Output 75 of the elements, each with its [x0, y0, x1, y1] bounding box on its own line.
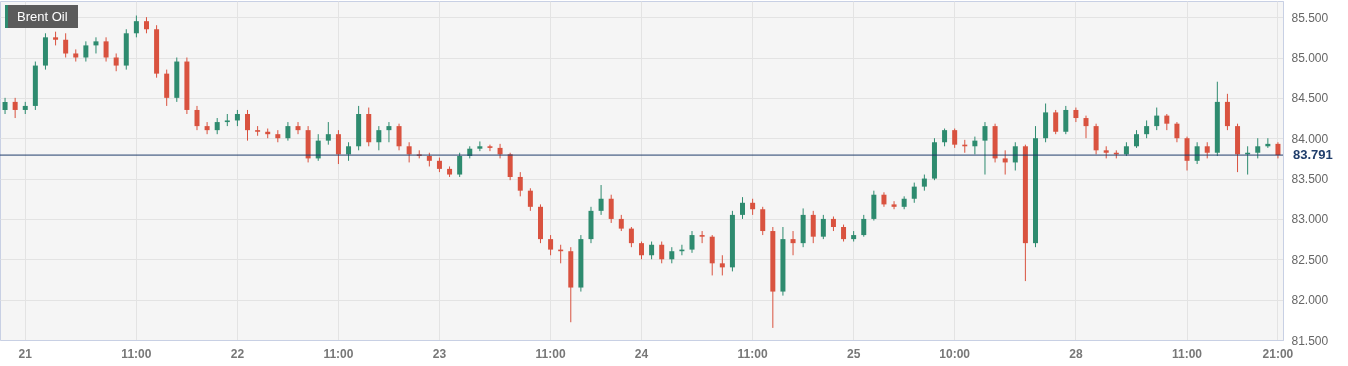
candlestick — [245, 109, 251, 142]
x-tick-label: 23 — [432, 346, 447, 361]
y-tick-label: 84.500 — [1291, 91, 1329, 106]
x-tick-label: 25 — [846, 346, 861, 361]
x-tick-label: 11:00 — [737, 346, 768, 361]
candlestick — [699, 230, 705, 244]
candlestick — [507, 152, 513, 181]
y-tick-label: 85.500 — [1291, 10, 1329, 25]
x-tick-label: 21:00 — [1262, 346, 1294, 361]
x-tick-label: 24 — [634, 346, 649, 361]
candlestick — [335, 129, 341, 165]
x-tick-label: 28 — [1069, 346, 1083, 361]
x-tick-label: 11:00 — [535, 346, 566, 361]
candlestick — [628, 226, 634, 248]
candlestick — [608, 194, 614, 224]
candlestick — [1154, 107, 1160, 131]
y-tick-label: 83.500 — [1291, 172, 1329, 187]
candlestick — [325, 121, 331, 146]
candlestick — [548, 234, 554, 256]
candlestick — [1053, 109, 1059, 135]
candlestick — [103, 36, 109, 63]
candlestick — [689, 230, 695, 254]
candlestick — [1184, 136, 1190, 171]
candlestick — [477, 140, 483, 152]
candlestick — [598, 184, 604, 216]
x-tick-label: 10:00 — [939, 346, 971, 361]
candlestick — [133, 15, 139, 38]
candlestick — [861, 214, 867, 238]
candlestick — [659, 241, 665, 264]
y-tick-label: 84.000 — [1291, 131, 1329, 146]
candlestick — [810, 210, 816, 244]
candlestick — [911, 182, 917, 204]
candlestick — [12, 97, 18, 119]
candlestick — [820, 214, 826, 240]
candlestick — [1063, 105, 1069, 135]
candlestick — [386, 121, 392, 143]
candlestick — [760, 206, 766, 236]
candlestick — [63, 32, 69, 58]
candlestick — [83, 40, 89, 63]
candlestick — [406, 141, 412, 163]
x-tick-label: 11:00 — [323, 346, 354, 361]
candlestick — [194, 105, 200, 131]
candlestick — [952, 128, 958, 149]
y-tick-label: 82.000 — [1291, 293, 1329, 308]
y-tick-label: 82.500 — [1291, 252, 1329, 267]
candlestick — [285, 121, 291, 142]
candlestick — [719, 254, 725, 276]
candlestick — [376, 125, 382, 151]
candlestick — [204, 121, 210, 135]
candlestick — [527, 187, 533, 212]
candlestick — [295, 121, 301, 135]
candlestick — [790, 230, 796, 256]
candlestick — [1255, 137, 1261, 159]
ref-line-label: 83.791 — [1293, 147, 1333, 163]
x-tick-label: 11:00 — [121, 346, 152, 361]
candlestick — [517, 171, 523, 197]
candlestick — [93, 36, 99, 54]
candlestick — [982, 121, 988, 176]
text: Brent Oil — [5, 5, 78, 28]
candlestick — [891, 200, 897, 210]
candlestick — [396, 123, 402, 151]
candlestick — [346, 141, 352, 162]
y-tick-label: 81.500 — [1291, 333, 1329, 348]
candlestick — [1083, 115, 1089, 139]
x-tick-label: 22 — [230, 346, 245, 361]
candlestick — [487, 144, 493, 152]
candlestick — [457, 152, 463, 178]
candlestick — [740, 196, 746, 220]
y-tick-label: 83.000 — [1291, 212, 1329, 227]
x-tick-label: 21 — [18, 346, 33, 361]
candlestick — [2, 97, 8, 115]
x-tick-label: 11:00 — [1172, 346, 1203, 361]
candlestick — [1002, 149, 1008, 176]
candlestick — [1174, 121, 1180, 143]
y-tick-label: 85.000 — [1291, 51, 1329, 65]
